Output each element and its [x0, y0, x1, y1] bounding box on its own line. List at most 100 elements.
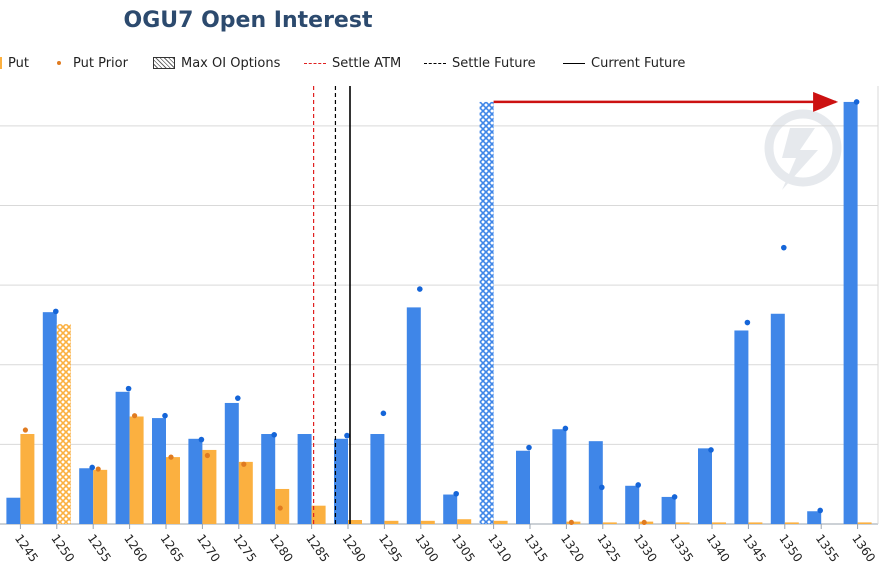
bar-call-1270: [188, 438, 203, 524]
legend-label: Current Future: [591, 55, 686, 71]
dot-call-prior-1360: [853, 99, 860, 105]
bar-call-1360: [843, 101, 858, 524]
bar-put-1275: [238, 461, 253, 524]
bar-put-1305: [457, 519, 472, 524]
dot-call-prior-1250: [53, 308, 59, 315]
bar-call-1275: [224, 402, 239, 524]
legend-swatch: [57, 61, 61, 65]
bar-call-1285: [297, 434, 312, 524]
bar-put-1310: [493, 520, 508, 524]
dot-call-prior-1265: [162, 412, 168, 419]
legend-item: Settle Future: [424, 54, 536, 72]
dot-call-prior-1275: [235, 395, 241, 401]
bar-put-1250: [56, 324, 71, 524]
dot-call-prior-1330: [635, 482, 641, 488]
bar-put-1360: [857, 522, 872, 524]
bar-call-1335: [661, 496, 676, 524]
dot-put-prior-1330: [641, 519, 647, 526]
bar-call-1300: [406, 307, 421, 524]
bar-call-1320: [552, 429, 567, 524]
x-tick-label: 1350: [776, 532, 805, 565]
x-tick-label: 1260: [121, 532, 150, 565]
bar-call-1350: [770, 313, 785, 524]
legend-swatch: [424, 62, 446, 64]
dot-put-prior-1275: [241, 461, 247, 467]
bar-call-1245: [6, 497, 21, 524]
x-tick-label: 1295: [376, 532, 405, 565]
legend-label: Settle Future: [452, 55, 536, 71]
x-tick-label: 1340: [704, 532, 733, 565]
dot-call-prior-1300: [417, 286, 423, 292]
chart-title: OGU7 Open Interest: [0, 8, 896, 33]
dot-call-prior-1340: [708, 447, 714, 453]
dot-call-prior-1290: [344, 432, 350, 439]
bar-call-1255: [79, 468, 94, 524]
x-tick-label: 1360: [849, 532, 878, 565]
bar-put-1255: [93, 469, 108, 524]
legend-label: Put Prior: [73, 55, 128, 71]
dot-call-prior-1305: [453, 490, 460, 497]
dot-call-prior-1325: [599, 484, 605, 491]
dot-put-prior-1280: [277, 505, 283, 511]
x-tick-label: 1330: [631, 532, 660, 565]
dot-put-prior-1245: [22, 427, 28, 433]
x-tick-label: 1275: [230, 532, 259, 565]
bar-put-1265: [166, 457, 180, 524]
legend-item: Max OI Options: [153, 54, 280, 72]
x-tick-label: 1310: [485, 532, 514, 565]
bar-put-1290: [348, 520, 362, 524]
dot-call-prior-1255: [89, 464, 95, 471]
bar-put-1285: [311, 505, 326, 524]
x-tick-label: 1355: [813, 532, 842, 565]
x-tick-label: 1265: [158, 532, 187, 565]
bar-put-1325: [602, 522, 617, 524]
dot-put-prior-1265: [168, 454, 174, 460]
x-tick-label: 1345: [740, 532, 769, 565]
legend-swatch: [153, 57, 175, 69]
bar-put-1340: [712, 522, 726, 524]
x-tick-label: 1245: [12, 532, 41, 565]
dot-call-prior-1335: [671, 494, 678, 500]
legend-item: Current Future: [563, 54, 685, 72]
legend-swatch: [0, 57, 2, 69]
dot-call-prior-1270: [198, 436, 205, 443]
bar-call-1330: [625, 485, 640, 524]
x-tick-label: 1280: [267, 532, 296, 565]
bar-call-1310: [479, 101, 494, 524]
x-tick-label: 1305: [449, 532, 478, 565]
watermark-logo: [764, 109, 842, 190]
legend-label: Max OI Options: [181, 55, 281, 71]
bar-call-1315: [516, 450, 530, 524]
dot-call-prior-1295: [380, 410, 387, 417]
dot-put-prior-1320: [568, 519, 575, 526]
x-tick-label: 1285: [303, 532, 332, 565]
x-tick-label: 1315: [522, 532, 551, 565]
x-tick-label: 1300: [412, 532, 441, 565]
bar-put-1295: [384, 520, 399, 524]
x-tick-label: 1325: [594, 532, 623, 565]
legend-item: Put: [0, 54, 29, 72]
dot-put-prior-1255: [95, 466, 101, 472]
bar-call-1280: [261, 434, 276, 524]
bar-call-1295: [370, 434, 385, 524]
bar-put-1245: [20, 434, 35, 524]
dot-call-prior-1345: [744, 319, 751, 326]
bar-put-1260: [129, 416, 144, 524]
dot-put-prior-1260: [132, 413, 138, 419]
dot-call-prior-1315: [526, 444, 532, 451]
legend-item: Settle ATM: [304, 54, 401, 72]
x-tick-label: 1335: [667, 532, 696, 565]
x-tick-label: 1320: [558, 532, 587, 565]
legend-item: Put Prior: [53, 54, 128, 72]
bar-put-1335: [675, 522, 690, 524]
x-tick-label: 1255: [85, 532, 114, 565]
legend-swatch: [563, 62, 585, 64]
bar-call-1250: [42, 312, 57, 524]
dot-put-prior-1270: [204, 452, 210, 459]
x-tick-label: 1270: [194, 532, 223, 565]
dot-call-prior-1355: [817, 507, 823, 514]
bar-call-1265: [152, 418, 166, 524]
legend-swatch: [304, 62, 326, 64]
bar-call-1260: [115, 391, 130, 524]
